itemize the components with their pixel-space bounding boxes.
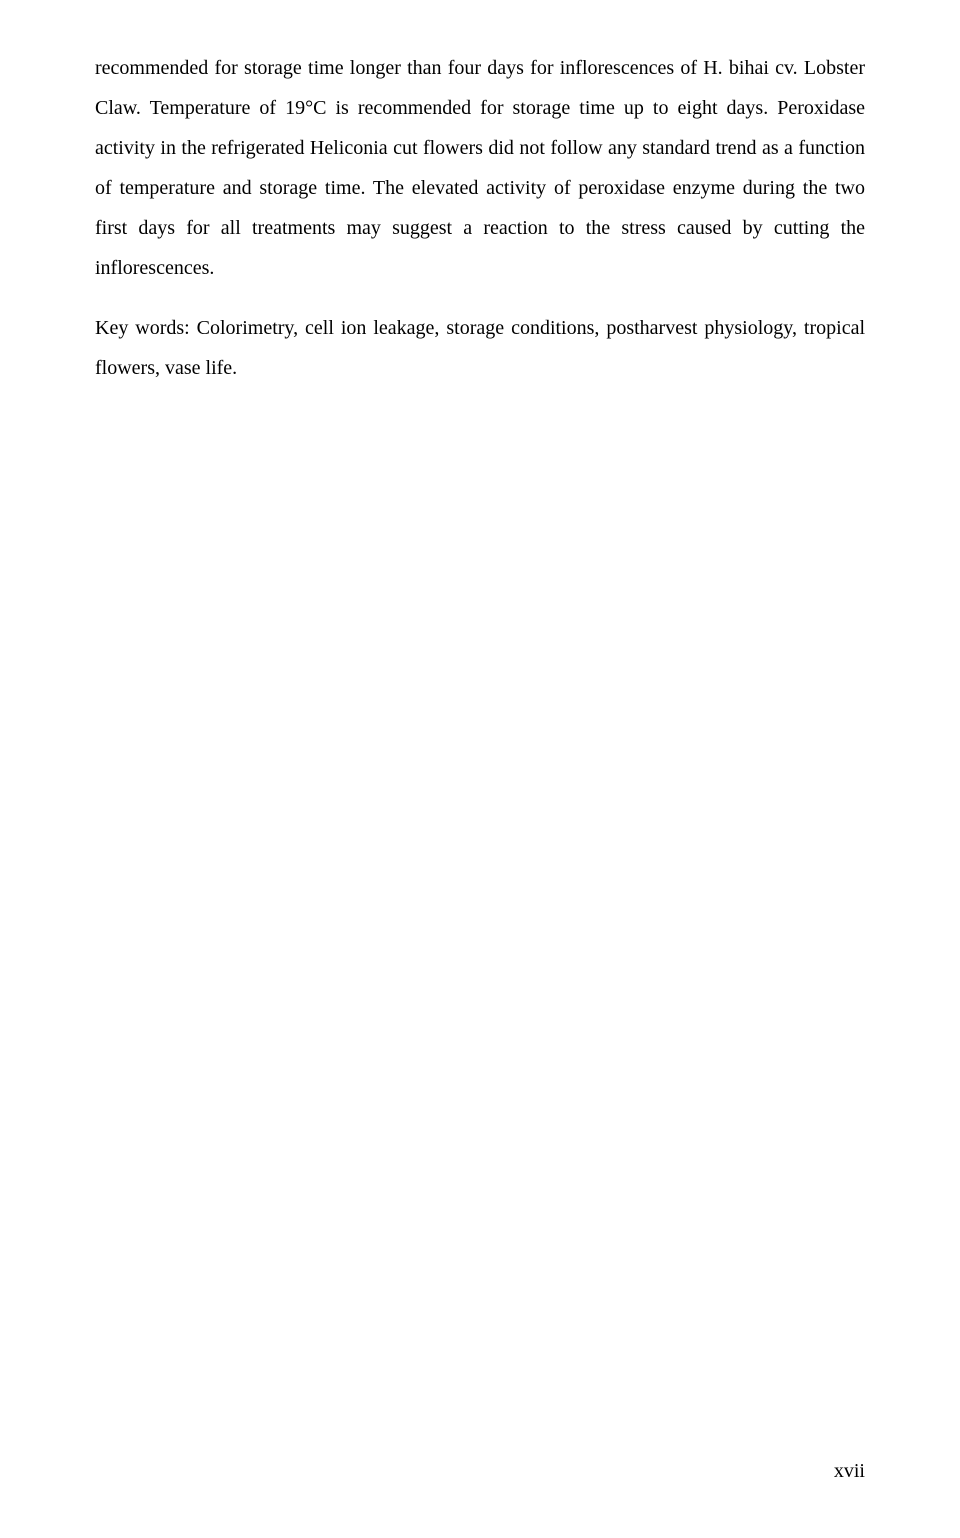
body-paragraph: recommended for storage time longer than…	[95, 48, 865, 288]
page-number: xvii	[834, 1460, 865, 1483]
keywords-paragraph: Key words: Colorimetry, cell ion leakage…	[95, 308, 865, 388]
document-content: recommended for storage time longer than…	[95, 48, 865, 388]
